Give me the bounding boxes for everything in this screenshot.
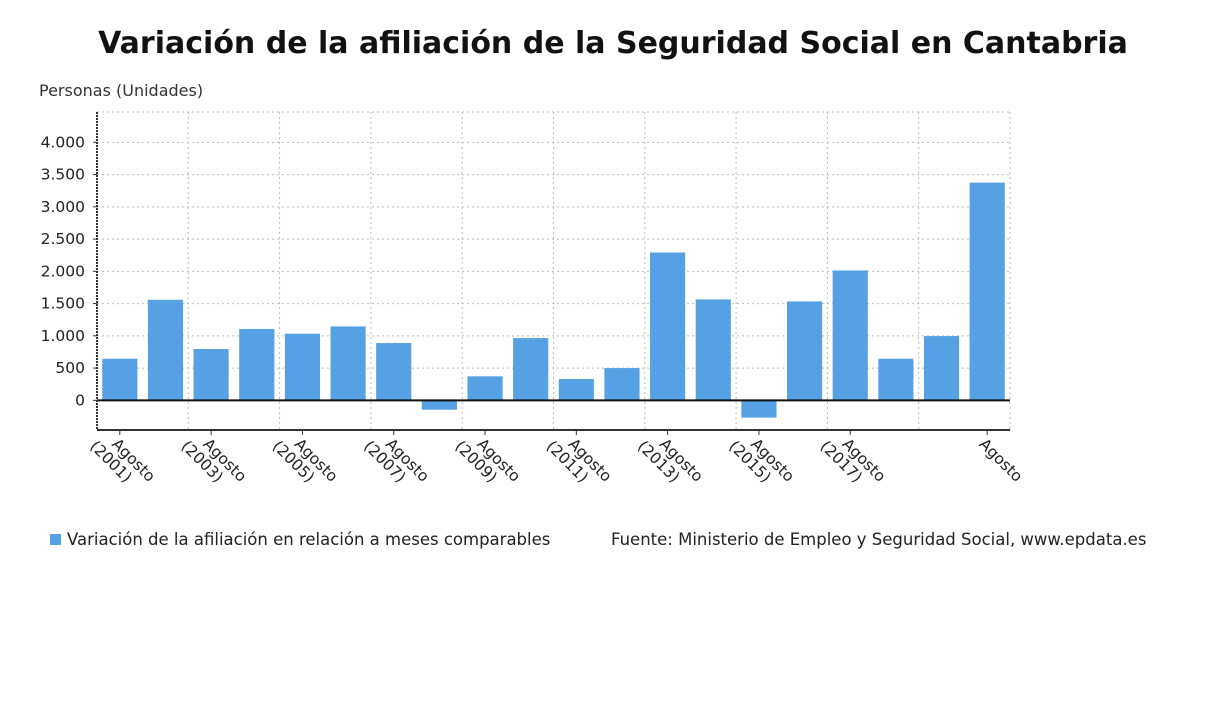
bar-11: [558, 379, 594, 401]
bar-7: [376, 343, 412, 401]
x-tick-label-line1: Agosto: [976, 435, 1027, 486]
chart-title: Variación de la afiliación de la Segurid…: [98, 26, 1128, 61]
bar-10: [513, 338, 549, 401]
y-tick-label: 500: [55, 359, 85, 377]
bar-14: [695, 299, 731, 401]
y-tick-label: 1.500: [41, 295, 85, 313]
y-axis-label: Personas (Unidades): [39, 81, 204, 100]
x-tick-label: Agosto(2011): [543, 425, 616, 498]
x-tick-label: Agosto(2001): [86, 425, 159, 498]
bar-13: [650, 252, 686, 401]
x-tick-label: Agosto(2007): [360, 425, 433, 498]
y-tick-label: 1.000: [41, 327, 85, 345]
bar-12: [604, 368, 640, 401]
x-tick-label: Agosto(2017): [817, 425, 890, 498]
bar-8: [421, 400, 457, 410]
x-tick-label: Agosto(2015): [725, 425, 798, 498]
bar-5: [284, 333, 321, 401]
y-tick-label: 0: [75, 391, 85, 409]
x-tick-label: Agosto(2003): [178, 425, 251, 498]
legend: Variación de la afiliación en relación a…: [50, 530, 550, 549]
y-tick-label: 3.500: [41, 166, 85, 184]
x-tick-label: Agosto: [976, 435, 1027, 486]
bar-3: [193, 349, 229, 401]
y-tick-label: 3.000: [41, 198, 85, 216]
bar-4: [239, 329, 275, 401]
bar-1: [102, 358, 138, 401]
x-tick-label: Agosto(2009): [451, 425, 524, 498]
source-note: Fuente: Ministerio de Empleo y Seguridad…: [611, 530, 1147, 549]
bar-15: [741, 400, 777, 418]
x-tick-label: Agosto(2013): [634, 425, 707, 498]
bar-9: [467, 376, 503, 401]
bar-2: [147, 299, 184, 401]
legend-swatch: [50, 534, 61, 545]
bar-20: [969, 182, 1005, 401]
legend-label: Variación de la afiliación en relación a…: [67, 530, 551, 549]
bar-18: [878, 358, 914, 401]
bar-6: [330, 326, 366, 401]
y-tick-label: 2.000: [41, 262, 85, 280]
bar-16: [786, 301, 823, 401]
x-tick-label: Agosto(2005): [269, 425, 342, 498]
bar-17: [832, 270, 868, 401]
y-tick-label: 2.500: [41, 230, 85, 248]
y-tick-label: 4.000: [41, 133, 85, 151]
bar-19: [923, 336, 960, 401]
